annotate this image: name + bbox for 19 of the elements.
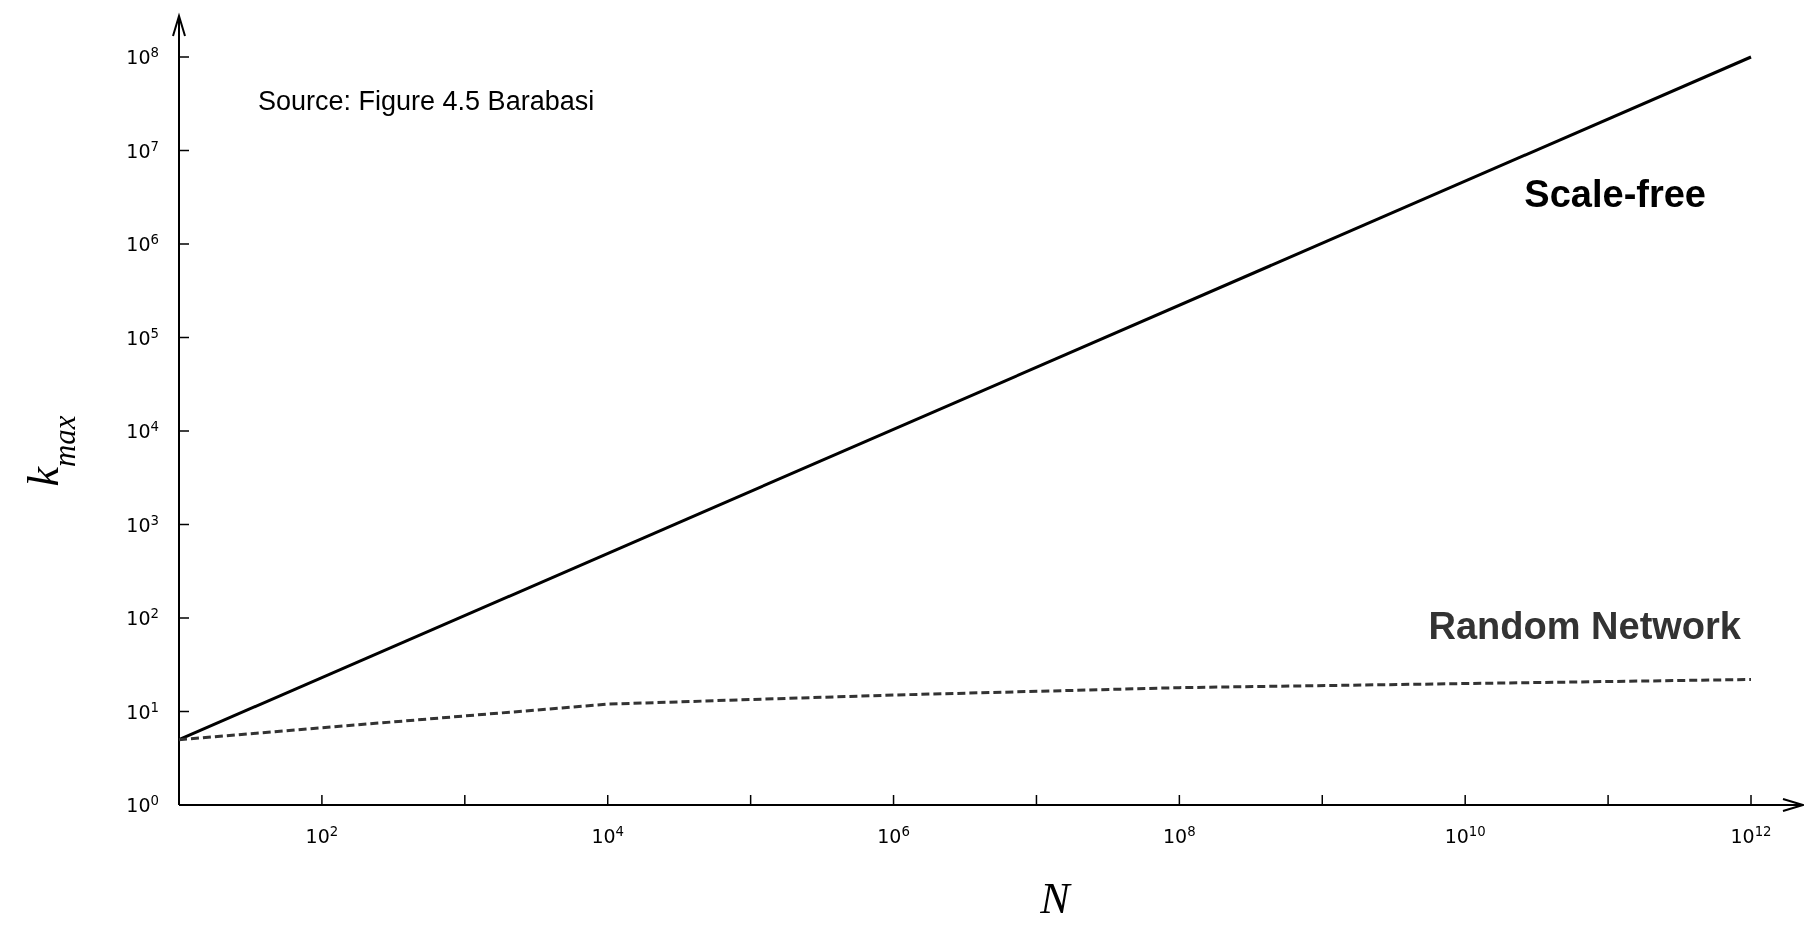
x-tick-label: 10$^{6}$	[877, 823, 910, 847]
x-tick-label: 10$^{2}$	[305, 823, 339, 847]
x-tick-label: 10$^{4}$	[591, 823, 625, 847]
y-tick-label: 10$^{6}$	[126, 231, 159, 255]
y-tick-label: 10$^{4}$	[126, 418, 159, 442]
annotation: Source: Figure 4.5 Barabasi	[258, 86, 595, 116]
y-tick-label: 10$^{5}$	[126, 325, 159, 349]
x-tick-label: 10$^{10}$	[1444, 823, 1486, 847]
y-tick-label: 10$^{1}$	[126, 699, 159, 723]
y-tick-label: 10$^{8}$	[126, 44, 159, 68]
y-tick-label: 10$^{0}$	[126, 792, 159, 816]
y-tick-label: 10$^{2}$	[126, 605, 159, 629]
series-label: Scale-free	[1524, 173, 1706, 215]
y-tick-label: 10$^{7}$	[126, 138, 159, 162]
series-label: Random Network	[1428, 605, 1742, 648]
x-axis-title: N	[1039, 874, 1073, 923]
y-tick-label: 10$^{3}$	[126, 512, 159, 536]
x-tick-label: 10$^{12}$	[1730, 823, 1772, 847]
x-tick-label: 10$^{8}$	[1163, 823, 1196, 847]
